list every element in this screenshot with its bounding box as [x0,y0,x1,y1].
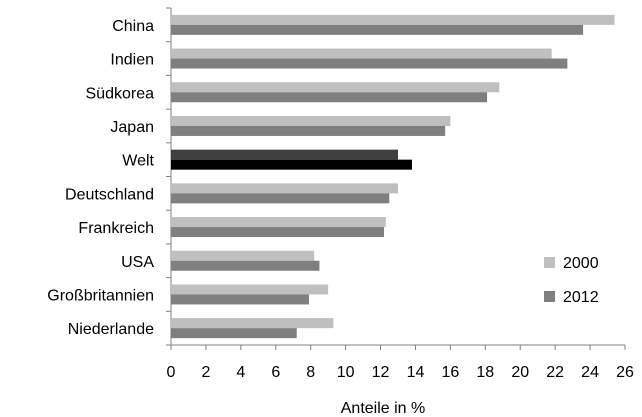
legend-swatch-2000 [544,257,555,268]
bar-2000-japan [171,115,451,126]
bar-2012-niederlande [171,328,297,339]
x-tick-label: 8 [306,364,315,381]
category-label: Welt [122,153,154,170]
x-tick-label: 6 [271,364,280,381]
bar-2000-frankreich [171,217,386,228]
plot-area: 0 2 4 6 8 10 12 14 16 18 20 22 24 26ChinaIndienSüdkor… [47,7,634,381]
category-label: Deutschland [65,186,154,203]
category-label: Indien [110,52,154,69]
x-tick-label: 0 [167,364,176,381]
legend-swatch-2012 [544,291,555,302]
bar-2012-frankreich [171,227,385,238]
x-tick-label: 22 [546,364,564,381]
bar-2000-deutschland [171,183,398,194]
category-label: Südkorea [86,85,155,102]
bar-2000-südkorea [171,82,500,93]
bar-2012-welt [171,159,412,170]
bar-2012-china [171,24,584,35]
category-label: USA [121,254,154,271]
x-tick-label: 20 [511,364,529,381]
bar-2000-niederlande [171,318,334,329]
x-tick-label: 18 [476,364,494,381]
x-tick-label: 4 [236,364,245,381]
category-label: Frankreich [78,220,154,237]
x-tick-label: 14 [407,364,425,381]
bar-2000-usa [171,250,315,261]
category-label: Großbritannien [47,287,154,304]
x-axis-title: Anteile in % [341,400,426,417]
x-tick-label: 26 [616,364,634,381]
x-tick-label: 16 [441,364,459,381]
category-label: Niederlande [68,321,154,338]
bar-2012-usa [171,260,320,271]
bar-2000-welt [171,149,398,160]
category-label: China [112,18,154,35]
x-tick-label: 12 [372,364,390,381]
bar-2012-indien [171,58,568,69]
bar-2000-china [171,14,615,25]
bar-2012-japan [171,125,446,136]
bar-2000-großbritannien [171,284,329,295]
legend-label-2012: 2012 [563,289,599,306]
x-tick-label: 24 [581,364,599,381]
x-tick-label: 2 [201,364,210,381]
category-label: Japan [110,119,154,136]
bar-2000-indien [171,48,552,59]
bar-2012-deutschland [171,193,390,204]
x-tick-label: 10 [337,364,355,381]
legend-label-2000: 2000 [563,255,599,272]
bar-2012-großbritannien [171,294,309,305]
bar-2012-südkorea [171,92,488,103]
